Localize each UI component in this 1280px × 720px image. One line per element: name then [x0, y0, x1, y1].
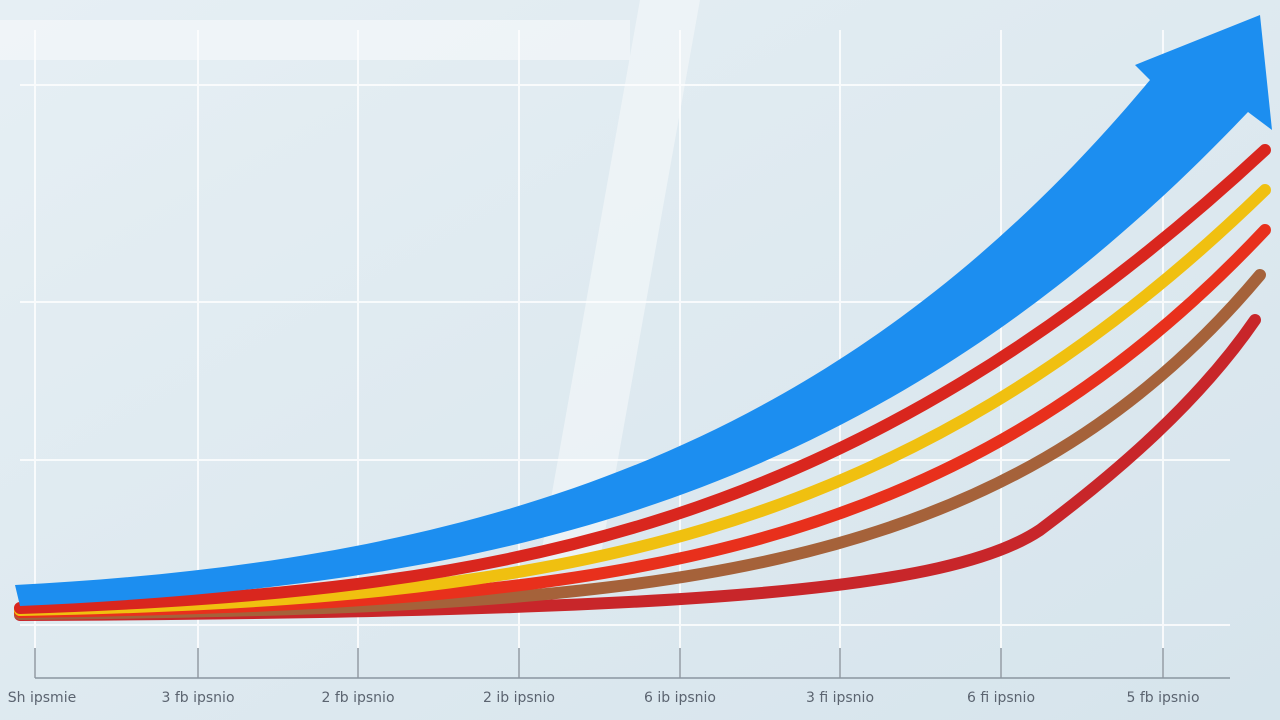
x-label: Sh ipsmie — [8, 690, 76, 706]
arrow — [15, 15, 1272, 606]
curves — [14, 144, 1271, 621]
glare — [540, 0, 700, 560]
curve — [14, 144, 1271, 614]
curve — [14, 184, 1271, 616]
x-label: 3 fi ipsnio — [806, 690, 874, 706]
ticks — [34, 648, 1164, 678]
x-label: 2 ib ipsnio — [483, 690, 555, 706]
curve — [14, 314, 1261, 621]
x-label: 6 fi ipsnio — [967, 690, 1035, 706]
x-label: 3 fb ipsnio — [161, 690, 234, 706]
x-label: 2 fb ipsnio — [321, 690, 394, 706]
x-label: 6 ib ipsnio — [644, 690, 716, 706]
glare — [0, 20, 630, 60]
x-label: 5 fb ipsnio — [1126, 690, 1199, 706]
